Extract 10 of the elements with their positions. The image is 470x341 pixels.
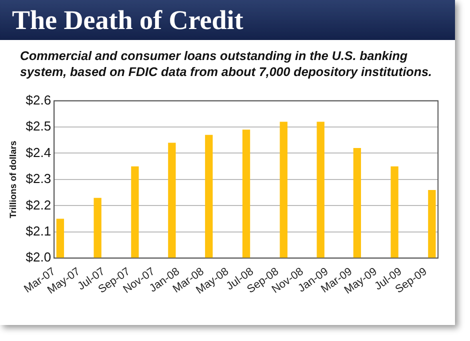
y-tick-label: $2.1 (26, 224, 52, 238)
y-tick-label: $2.4 (26, 144, 52, 160)
y-axis-title: Trillions of dollars (8, 140, 18, 218)
chart-subtitle: Commercial and consumer loans outstanding in the U.S. banking system, based on FDIC data from about 7,000 depository institutions. (19, 48, 433, 80)
y-tick-label: $2.5 (26, 118, 52, 134)
chart-title: The Death of Credit (0, 0, 455, 40)
y-tick-label: $2.3 (26, 171, 52, 186)
y-tick-label: $2.2 (26, 197, 52, 212)
y-tick-label: $2.0 (26, 250, 52, 265)
y-tick-label: $2.6 (26, 92, 52, 108)
